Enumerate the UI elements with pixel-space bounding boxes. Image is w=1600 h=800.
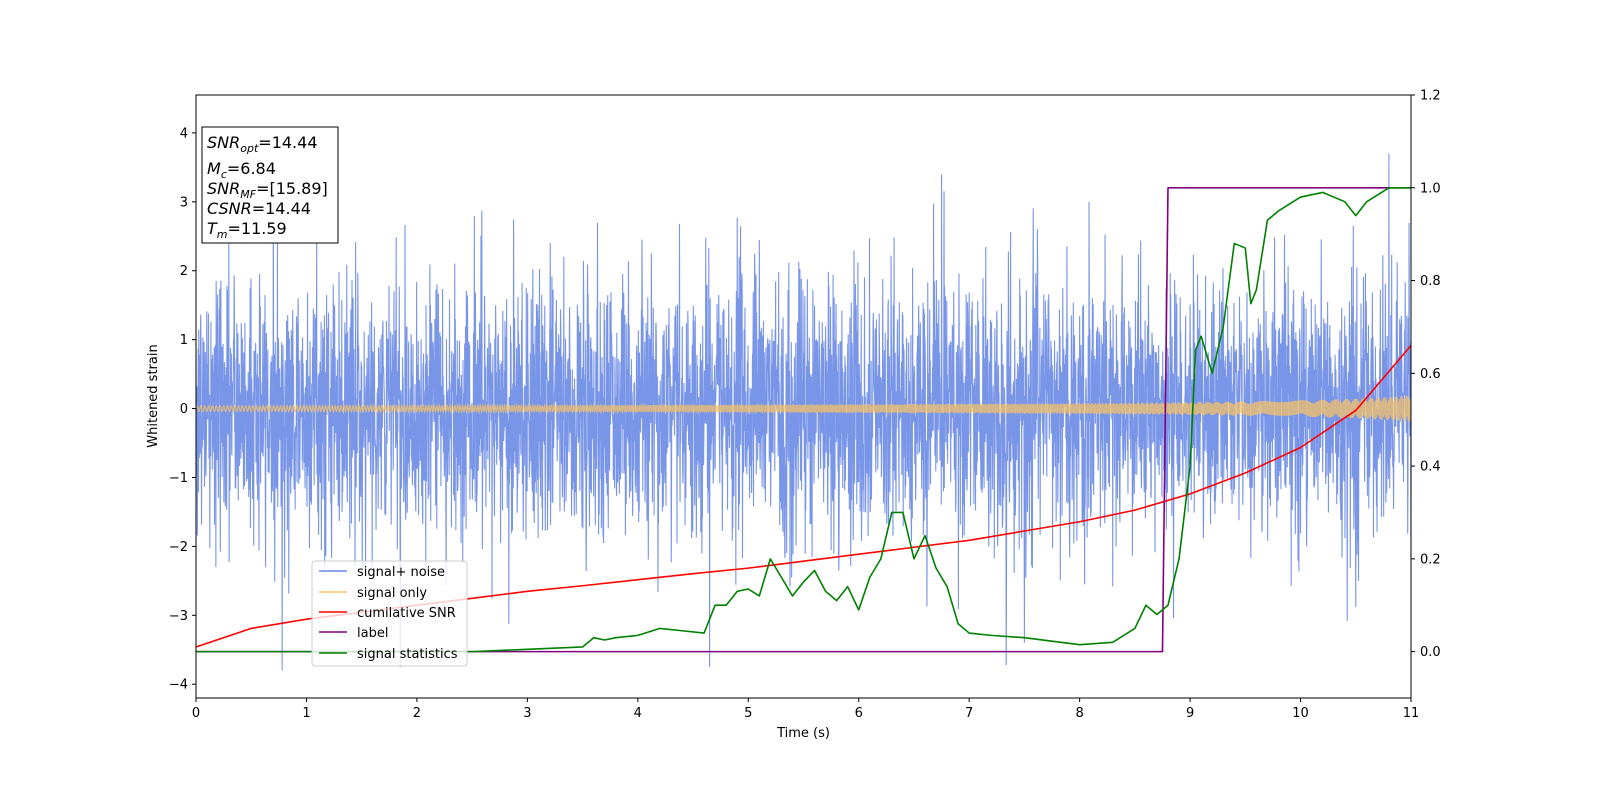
y2-tick-label: 0.2 [1420, 552, 1441, 567]
y-tick-label: 2 [180, 264, 188, 279]
x-tick-label: 3 [523, 706, 531, 721]
y-tick-label: −1 [169, 471, 188, 486]
info-mc: Mc=6.84 [207, 159, 276, 181]
x-tick-label: 7 [965, 706, 973, 721]
y-tick-label: 4 [180, 126, 188, 141]
y2-tick-label: 1.2 [1420, 89, 1441, 104]
series-signal-only [196, 395, 1411, 423]
x-tick-label: 5 [744, 706, 752, 721]
y2-tick-label: 0.6 [1420, 367, 1441, 382]
y-tick-label: −3 [169, 609, 188, 624]
x-tick-label: 4 [634, 706, 642, 721]
x-axis-label: Time (s) [776, 726, 830, 741]
y2-tick-label: 0.0 [1420, 645, 1441, 660]
legend-label-signal-statistics: signal statistics [357, 647, 458, 662]
legend-label-label: label [357, 626, 388, 641]
info-snr-opt: SNRopt=14.44 [207, 133, 318, 155]
y2-tick-label: 1.0 [1420, 181, 1441, 196]
y2-tick-label: 0.4 [1420, 460, 1441, 475]
x-tick-label: 9 [1186, 706, 1194, 721]
y-tick-label: 1 [180, 333, 188, 348]
y-tick-label: −2 [169, 540, 188, 555]
x-tick-label: 1 [302, 706, 310, 721]
legend: signal+ noise signal only cumilative SNR… [311, 560, 468, 667]
x-tick-label: 6 [855, 706, 863, 721]
legend-label-signal-only: signal only [357, 586, 427, 601]
y2-tick-label: 0.8 [1420, 274, 1441, 289]
series-signal-noise [196, 153, 1411, 671]
y-tick-label: −4 [169, 678, 188, 693]
info-csnr: CSNR=14.44 [207, 199, 311, 218]
x-tick-label: 0 [192, 706, 200, 721]
info-tm: Tm=11.59 [207, 219, 287, 241]
series-signal-statistics [196, 186, 1411, 653]
legend-label-cumulative-snr: cumilative SNR [357, 606, 456, 621]
y-tick-label: 0 [180, 402, 188, 417]
series-label [196, 186, 1411, 653]
plot-frame [195, 94, 1412, 699]
x-tick-label: 10 [1292, 706, 1309, 721]
x-tick-label: 11 [1403, 706, 1420, 721]
y-axis-label: Whitened strain [146, 344, 161, 447]
y-tick-label: 3 [180, 195, 188, 210]
legend-label-signal-noise: signal+ noise [357, 565, 445, 580]
info-snr-mf: SNRMF=[15.89] [207, 179, 328, 201]
x-tick-label: 8 [1075, 706, 1083, 721]
x-tick-label: 2 [413, 706, 421, 721]
info-box: SNRopt=14.44 Mc=6.84 SNRMF=[15.89] CSNR=… [201, 126, 339, 244]
